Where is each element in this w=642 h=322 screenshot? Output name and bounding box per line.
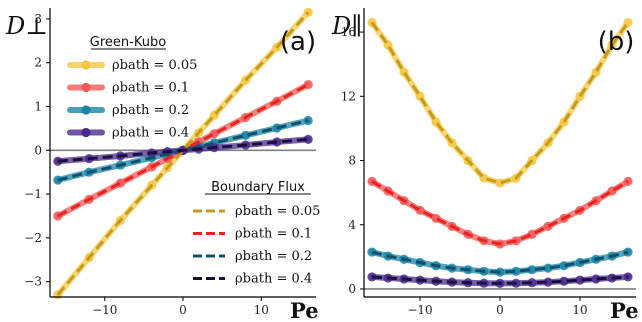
y-tick-label: 12 <box>341 89 356 103</box>
legend-label: ρbath = 0.1 <box>112 81 189 96</box>
green-kubo-series-2-point <box>543 263 553 273</box>
y-axis-label: D∥ <box>331 12 362 40</box>
y-tick-label: 1 <box>34 100 42 114</box>
x-tick-label: −10 <box>92 303 117 317</box>
x-tick-label: 10 <box>254 303 269 317</box>
legend-green-kubo: Green-Kubo ρbath = 0.05 ρbath = 0.1 ρbath =… <box>67 35 197 141</box>
series-group <box>367 17 633 288</box>
y-tick-label: −1 <box>24 187 42 201</box>
green-kubo-series-2-point <box>527 265 537 275</box>
green-kubo-series-3-point <box>527 278 537 288</box>
green-kubo-series-3-point <box>543 277 553 287</box>
boundary-flux-series-7-dashed-line <box>57 137 309 163</box>
y-tick-label: 0 <box>348 282 356 296</box>
green-kubo-series-3-point <box>591 274 601 284</box>
x-axis-label: Pe <box>290 298 319 322</box>
boundary-flux-series-7-dashed-line <box>371 275 629 285</box>
legend-boundary-flux: Boundary Flux ρbath = 0.05 ρbath = 0.1 ρbat… <box>193 180 320 287</box>
legend-swatch-marker <box>81 105 91 115</box>
legend-swatch-marker <box>81 82 91 93</box>
legend-label: ρbath = 0.4 <box>112 126 189 141</box>
legend-label: ρbath = 0.05 <box>235 204 320 219</box>
x-tick-label: 0 <box>496 303 504 317</box>
green-kubo-series-2-point <box>511 266 521 276</box>
boundary-flux-series-4-dashed-line <box>370 21 630 185</box>
y-tick-label: 8 <box>348 154 356 168</box>
y-tick-label: 4 <box>348 218 356 232</box>
legend-title-green-kubo: Green-Kubo <box>90 35 166 50</box>
legend-title-boundary-flux: Boundary Flux <box>211 180 305 195</box>
legend-label: ρbath = 0.2 <box>235 249 312 264</box>
x-tick-label: 10 <box>572 303 587 317</box>
series-group <box>53 7 313 300</box>
y-tick-label: 2 <box>34 56 42 70</box>
legend-label: ρbath = 0.4 <box>235 272 312 287</box>
panel-label: (a) <box>280 27 316 57</box>
y-tick-label: 3 <box>34 12 42 26</box>
legend-label: ρbath = 0.2 <box>112 103 189 118</box>
green-kubo-series-3-point <box>303 134 313 144</box>
y-axis-label: D⊥ <box>5 12 48 40</box>
boundary-flux-series-5-dashed-line <box>371 180 629 246</box>
boundary-flux-series-6-dashed-line <box>371 250 629 274</box>
green-kubo-series-0-line <box>369 19 631 187</box>
y-tick-label: 16 <box>341 25 356 39</box>
y-tick-label: −3 <box>24 275 42 289</box>
x-tick-label: −10 <box>407 303 432 317</box>
green-kubo-series-3-point <box>559 276 569 286</box>
legend-swatch-marker <box>81 60 91 70</box>
green-kubo-series-2-point <box>559 261 569 271</box>
legend-swatch-marker <box>81 127 91 138</box>
y-tick-label: 0 <box>34 143 42 157</box>
green-kubo-series-3-point <box>575 275 585 285</box>
legend-label: ρbath = 0.1 <box>235 227 312 242</box>
green-kubo-series-2-point <box>240 130 251 141</box>
boundary-flux-series-4-dashed-line <box>56 11 310 296</box>
green-kubo-series-1-line <box>369 178 631 248</box>
green-kubo-series-0-point <box>495 178 505 188</box>
y-tick-label: −2 <box>24 231 42 245</box>
panel-label: (b) <box>598 27 635 57</box>
x-tick-label: 0 <box>179 303 187 317</box>
x-axis-label: Pe <box>610 298 639 322</box>
legend-label: ρbath = 0.05 <box>112 58 197 73</box>
panel-b: 0 4 8 12 16 −10 0 10 Pe D∥ (b) <box>331 8 639 322</box>
